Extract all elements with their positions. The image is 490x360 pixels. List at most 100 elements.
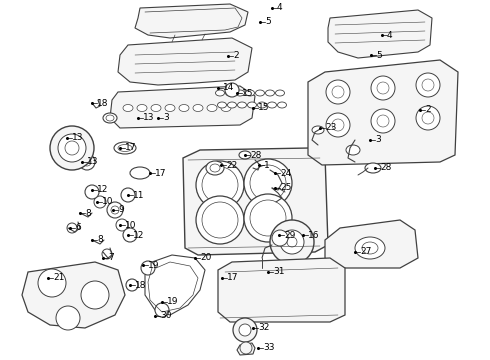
Ellipse shape — [266, 90, 274, 96]
Polygon shape — [328, 10, 432, 58]
Circle shape — [332, 119, 344, 131]
Circle shape — [280, 230, 304, 254]
Text: 18: 18 — [97, 99, 108, 108]
Ellipse shape — [227, 102, 237, 108]
Ellipse shape — [179, 104, 189, 112]
Circle shape — [422, 112, 434, 124]
Polygon shape — [110, 86, 255, 128]
Circle shape — [83, 158, 91, 166]
Text: 31: 31 — [273, 267, 285, 276]
Circle shape — [62, 128, 82, 148]
Circle shape — [107, 202, 123, 218]
Circle shape — [102, 249, 112, 259]
Text: 2: 2 — [233, 51, 239, 60]
Text: 20: 20 — [200, 253, 211, 262]
Ellipse shape — [151, 104, 161, 112]
Circle shape — [155, 303, 169, 317]
Text: 18: 18 — [135, 280, 147, 289]
Text: 19: 19 — [167, 297, 178, 306]
Text: 3: 3 — [375, 135, 381, 144]
Text: 1: 1 — [264, 161, 270, 170]
Circle shape — [272, 230, 288, 246]
Text: 12: 12 — [97, 185, 108, 194]
Circle shape — [250, 200, 286, 236]
Circle shape — [225, 83, 239, 97]
Text: 4: 4 — [387, 31, 392, 40]
Text: 8: 8 — [97, 235, 103, 244]
Ellipse shape — [165, 104, 175, 112]
Text: 6: 6 — [75, 224, 81, 233]
Text: 22: 22 — [226, 161, 237, 170]
Ellipse shape — [258, 102, 267, 108]
Text: 21: 21 — [53, 274, 64, 283]
Text: 3: 3 — [163, 113, 169, 122]
Circle shape — [416, 106, 440, 130]
Text: 8: 8 — [85, 208, 91, 217]
Circle shape — [371, 76, 395, 100]
Ellipse shape — [206, 161, 224, 175]
Ellipse shape — [247, 102, 256, 108]
Ellipse shape — [239, 151, 251, 159]
Polygon shape — [308, 60, 458, 165]
Text: 17: 17 — [227, 274, 239, 283]
Circle shape — [50, 126, 94, 170]
Circle shape — [126, 279, 138, 291]
Ellipse shape — [123, 104, 133, 112]
Text: 15: 15 — [242, 89, 253, 98]
Text: 9: 9 — [118, 206, 124, 215]
Circle shape — [116, 219, 128, 231]
Circle shape — [67, 223, 77, 233]
Ellipse shape — [218, 102, 226, 108]
Ellipse shape — [210, 164, 220, 172]
Circle shape — [202, 202, 238, 238]
Ellipse shape — [238, 102, 246, 108]
Text: 14: 14 — [223, 84, 234, 93]
Ellipse shape — [114, 142, 136, 154]
Circle shape — [250, 165, 286, 201]
Ellipse shape — [365, 163, 381, 173]
Circle shape — [240, 342, 252, 354]
Ellipse shape — [245, 90, 254, 96]
Circle shape — [326, 80, 350, 104]
Ellipse shape — [118, 144, 132, 152]
Circle shape — [196, 161, 244, 209]
Circle shape — [94, 196, 106, 208]
Polygon shape — [135, 4, 248, 38]
Circle shape — [332, 86, 344, 98]
Text: 23: 23 — [325, 123, 336, 132]
Circle shape — [326, 113, 350, 137]
Text: 15: 15 — [258, 104, 270, 112]
Circle shape — [123, 228, 137, 242]
Polygon shape — [145, 255, 205, 315]
Circle shape — [244, 194, 292, 242]
Ellipse shape — [207, 104, 217, 112]
Ellipse shape — [221, 104, 231, 112]
Ellipse shape — [355, 237, 385, 259]
Circle shape — [141, 261, 155, 275]
Circle shape — [287, 237, 297, 247]
Text: 10: 10 — [125, 220, 137, 230]
Circle shape — [239, 324, 251, 336]
Circle shape — [67, 133, 77, 143]
Polygon shape — [218, 258, 345, 322]
Circle shape — [377, 82, 389, 94]
Text: 7: 7 — [108, 253, 114, 262]
Text: 29: 29 — [284, 230, 295, 239]
Polygon shape — [325, 220, 418, 268]
Circle shape — [270, 220, 314, 264]
Text: 13: 13 — [143, 113, 154, 122]
Text: 27: 27 — [360, 248, 371, 256]
Text: 32: 32 — [258, 324, 270, 333]
Circle shape — [233, 318, 257, 342]
Ellipse shape — [225, 90, 235, 96]
Ellipse shape — [216, 90, 224, 96]
Ellipse shape — [275, 90, 285, 96]
Circle shape — [121, 188, 135, 202]
Circle shape — [196, 196, 244, 244]
Ellipse shape — [130, 167, 150, 179]
Circle shape — [202, 167, 238, 203]
Circle shape — [81, 281, 109, 309]
Text: 17: 17 — [155, 168, 167, 177]
Text: 4: 4 — [277, 4, 283, 13]
Text: 33: 33 — [263, 343, 274, 352]
